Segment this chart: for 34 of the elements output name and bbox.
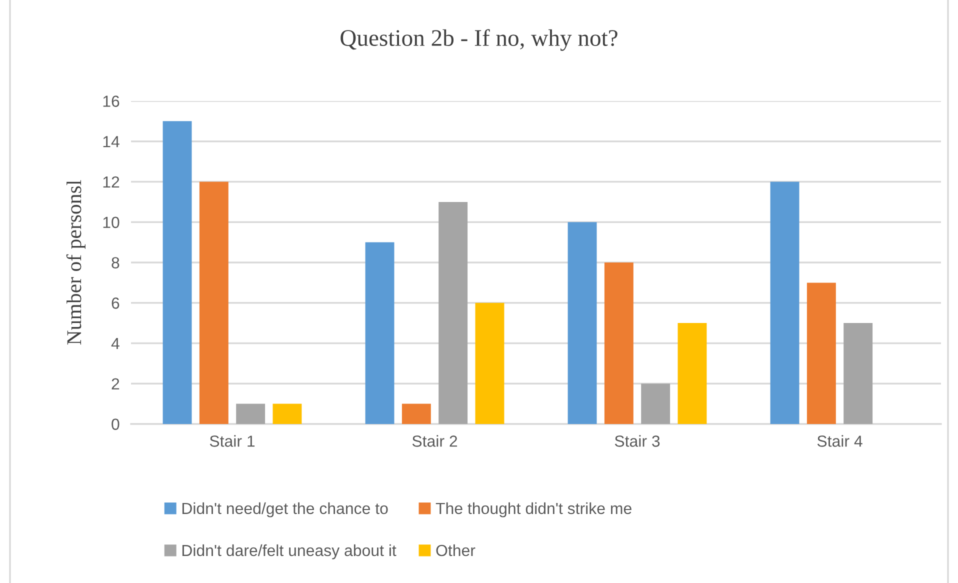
legend-label: Didn't need/get the chance to [182, 502, 388, 518]
y-tick-label: 16 [103, 96, 120, 107]
x-tick-label: Stair 4 [817, 435, 862, 447]
y-tick-label: 6 [112, 298, 120, 309]
y-tick-label: 14 [103, 136, 120, 148]
bar [770, 182, 800, 424]
x-tick-label: Stair 3 [614, 435, 660, 447]
bar [604, 262, 634, 424]
chart-title: Question 2b - If no, why not? [340, 29, 618, 51]
bar [365, 242, 394, 424]
bar [199, 182, 228, 424]
bar [844, 323, 873, 424]
bar [641, 384, 670, 424]
x-tick-label: Stair 1 [210, 435, 255, 447]
bar [438, 202, 468, 424]
y-tick-label: 2 [112, 378, 120, 390]
bar [162, 121, 192, 424]
y-tick-label: 8 [112, 257, 120, 268]
bar [568, 222, 597, 424]
legend-label: Didn't dare/felt uneasy about it [182, 544, 396, 560]
y-tick-label: 12 [103, 176, 120, 188]
y-axis-title: Number of personsl [66, 180, 86, 345]
y-tick-label: 4 [111, 338, 120, 350]
bar [475, 302, 504, 424]
bar [806, 282, 836, 424]
legend-label: Other [436, 544, 476, 556]
legend-label: The thought didn't strike me [436, 502, 632, 518]
bar [236, 404, 266, 424]
bar [402, 404, 431, 424]
y-tick-label: 10 [103, 216, 120, 228]
y-tick-label: 0 [112, 418, 120, 430]
x-tick-label: Stair 2 [412, 435, 458, 447]
bar [272, 404, 302, 424]
bar [678, 323, 707, 424]
